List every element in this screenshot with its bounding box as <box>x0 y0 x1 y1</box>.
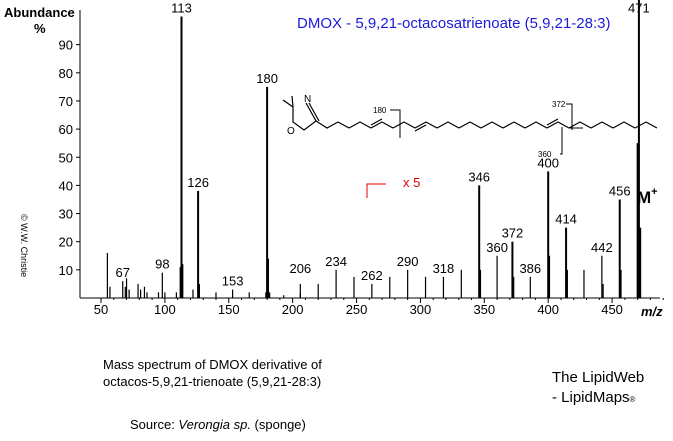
source-suffix: (sponge) <box>250 417 306 432</box>
peak-label-126: 126 <box>187 175 209 190</box>
peak-label-113: 113 <box>171 1 192 16</box>
y-axis-label: Abundance <box>4 5 75 20</box>
peak-label-346: 346 <box>468 169 490 184</box>
peak-label-180: 180 <box>256 71 278 86</box>
peak-label-386: 386 <box>519 261 541 276</box>
peak-label-206: 206 <box>289 261 311 276</box>
fragment-marker-180 <box>390 109 401 138</box>
brand-line-2: - LipidMaps® <box>552 389 636 406</box>
lipidweb-brand: The LipidWeb - LipidMaps® <box>552 368 644 410</box>
peak-label-442: 442 <box>591 240 613 255</box>
ring-double-bond <box>308 102 320 122</box>
y-tick-label-20: 20 <box>59 235 73 250</box>
methyl-bond-2 <box>291 95 294 108</box>
chart-title: DMOX - 5,9,21-octacosatrienoate (5,9,21-… <box>297 15 611 32</box>
y-tick-label-60: 60 <box>59 122 73 137</box>
magnification-label: x 5 <box>403 175 420 190</box>
x-tick-label-250: 250 <box>346 302 368 317</box>
x-tick-label-350: 350 <box>473 302 495 317</box>
y-tick-label-50: 50 <box>59 150 73 165</box>
structure-label-360: 360 <box>538 150 552 159</box>
ring-bonds <box>292 102 317 131</box>
peak-label-456: 456 <box>609 183 631 198</box>
magnification-marker: x 5 <box>366 175 420 198</box>
peak-label-318: 318 <box>433 261 455 276</box>
dmox-structure-diagram <box>282 95 658 155</box>
fragment-marker-372 <box>566 103 573 130</box>
x-tick-label-450: 450 <box>601 302 623 317</box>
brand-line-1: The LipidWeb <box>552 369 645 386</box>
x-axis-ticks: 50 100 150 200 250 300 350 400 450 <box>94 298 664 317</box>
ring-nitrogen: N <box>304 94 311 105</box>
y-axis-unit: % <box>34 21 46 36</box>
peak-label-153: 153 <box>222 274 244 289</box>
caption-line-2: octacos-5,9,21-trienoate (5,9,21-28:3) <box>103 374 322 389</box>
peak-label-98: 98 <box>155 257 169 272</box>
y-axis-ticks: 10 20 30 40 50 60 70 80 90 <box>59 38 80 278</box>
x-tick-label-50: 50 <box>94 302 108 317</box>
x-tick-label-200: 200 <box>282 302 304 317</box>
peak-label-372: 372 <box>502 226 524 241</box>
ring-oxygen: O <box>287 126 295 137</box>
structure-label-372: 372 <box>552 100 566 109</box>
magnification-bracket <box>366 183 386 198</box>
structure-label-180: 180 <box>373 106 387 115</box>
double-bond-5 <box>370 118 383 126</box>
x-tick-label-100: 100 <box>154 302 176 317</box>
fragment-marker-360 <box>560 127 563 155</box>
y-tick-label-10: 10 <box>59 263 73 278</box>
peak-label-400: 400 <box>537 155 559 170</box>
y-tick-label-30: 30 <box>59 207 73 222</box>
y-tick-label-70: 70 <box>59 94 73 109</box>
copyright-text: © W.W. Christie <box>19 214 29 277</box>
source-prefix: Source: <box>130 417 179 432</box>
methyl-bond-1 <box>282 99 294 108</box>
peak-label-262: 262 <box>361 268 383 283</box>
source-caption: Source: Verongia sp. (sponge) <box>130 416 306 433</box>
alkyl-chain <box>315 120 658 129</box>
x-tick-label-400: 400 <box>537 302 559 317</box>
double-bond-21 <box>546 118 559 126</box>
double-bond-9 <box>414 124 427 132</box>
y-tick-label-40: 40 <box>59 178 73 193</box>
peak-label-67: 67 <box>115 265 129 280</box>
source-species: Verongia sp. <box>178 417 251 432</box>
spectrum-peaks <box>106 0 642 298</box>
peak-label-360: 360 <box>486 240 508 255</box>
x-axis-label: m/z <box>641 304 663 319</box>
peak-label-471: 471 <box>628 1 650 16</box>
figure-caption: Mass spectrum of DMOX derivative of octa… <box>103 356 322 390</box>
x-tick-label-150: 150 <box>218 302 240 317</box>
peak-label-414: 414 <box>555 212 577 227</box>
y-tick-label-80: 80 <box>59 66 73 81</box>
y-tick-label-90: 90 <box>59 38 73 53</box>
molecular-ion-label: M+ <box>637 186 658 207</box>
x-tick-label-300: 300 <box>410 302 432 317</box>
registered-mark: ® <box>629 395 636 404</box>
peak-label-234: 234 <box>325 254 347 269</box>
peak-label-290: 290 <box>397 254 419 269</box>
caption-line-1: Mass spectrum of DMOX derivative of <box>103 357 322 372</box>
